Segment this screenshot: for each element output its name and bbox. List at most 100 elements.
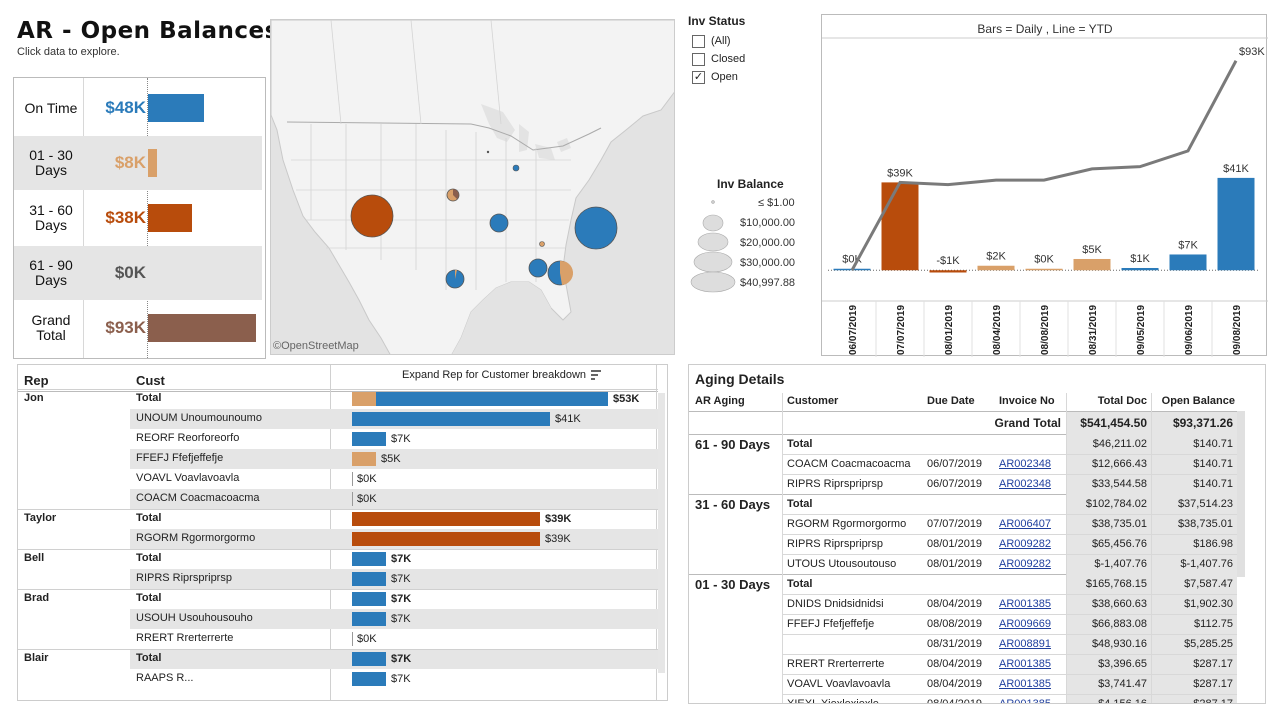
rep-table-row[interactable]: VOAVL Voavlavoavla $0K — [18, 469, 658, 489]
rep-table-row[interactable]: FFEFJ Ffefjeffefje $5K — [18, 449, 658, 469]
daily-ytd-chart[interactable]: Bars = Daily , Line = YTD $0K 06/07/2019 $3… — [821, 14, 1268, 357]
details-row[interactable]: Total $102,784.02 $37,514.23 — [689, 494, 1237, 514]
invoice-link[interactable]: AR008891 — [999, 638, 1051, 650]
rep-table-row[interactable]: Taylor Total $39K — [18, 509, 658, 529]
details-customer[interactable]: RGORM Rgormorgormo — [787, 518, 907, 530]
details-column-header[interactable]: Open Balance — [1161, 395, 1235, 407]
rep-table-row[interactable]: COACM Coacmacoacma $0K — [18, 489, 658, 509]
invoice-link[interactable]: AR001385 — [999, 658, 1051, 670]
customer-name[interactable]: FFEFJ Ffefjeffefje — [136, 452, 224, 464]
details-customer[interactable]: COACM Coacmacoacma — [787, 458, 911, 470]
rep-name[interactable]: Taylor — [24, 512, 57, 524]
rep-scrollbar[interactable] — [658, 393, 665, 673]
details-customer[interactable]: DNIDS Dnidsidnidsi — [787, 598, 884, 610]
details-customer[interactable]: RRERT Rrerterrerte — [787, 658, 885, 670]
customer-name[interactable]: Total — [136, 512, 162, 524]
rep-name[interactable]: Jon — [24, 392, 44, 404]
sort-icon[interactable] — [590, 369, 602, 381]
invoice-link[interactable]: AR009282 — [999, 558, 1051, 570]
inv-status-option[interactable]: (All) — [692, 33, 731, 49]
rep-table-row[interactable]: Bell Total $7K — [18, 549, 658, 569]
rep-balance-bar[interactable] — [352, 612, 386, 626]
invoice-link[interactable]: AR001385 — [999, 678, 1051, 690]
details-customer[interactable]: UTOUS Utousoutouso — [787, 558, 897, 570]
details-customer[interactable]: FFEFJ Ffefjeffefje — [787, 618, 875, 630]
details-row[interactable]: RRERT Rrerterrerte 08/04/2019 AR001385 $3,3… — [689, 654, 1237, 674]
rep-balance-bar[interactable] — [352, 532, 540, 546]
map-bubble[interactable] — [489, 213, 509, 233]
details-row[interactable]: VOAVL Voavlavoavla 08/04/2019 AR001385 $3,7… — [689, 674, 1237, 694]
rep-balance-bar[interactable] — [352, 652, 386, 666]
details-column-header[interactable]: Due Date — [927, 395, 975, 407]
rep-table-row[interactable]: UNOUM Unoumounoumo $41K — [18, 409, 658, 429]
daily-bar[interactable] — [1169, 254, 1207, 271]
rep-table-row[interactable]: Jon Total $53K — [18, 389, 658, 409]
aging-row[interactable]: Grand Total $93K — [14, 301, 262, 355]
rep-table-row[interactable]: RGORM Rgormorgormo $39K — [18, 529, 658, 549]
inv-status-option[interactable]: Closed — [692, 51, 745, 67]
aging-row[interactable]: 01 - 30 Days $8K — [14, 136, 262, 190]
rep-balance-bar[interactable] — [352, 432, 386, 446]
invoice-link[interactable]: AR002348 — [999, 458, 1051, 470]
details-customer[interactable]: Total — [787, 498, 813, 510]
details-row[interactable]: RGORM Rgormorgormo 07/07/2019 AR006407 $38,… — [689, 514, 1237, 534]
aging-row[interactable]: 31 - 60 Days $38K — [14, 191, 262, 245]
daily-bar[interactable] — [1121, 267, 1159, 271]
details-row[interactable]: FFEFJ Ffefjeffefje 08/08/2019 AR009669 $66,… — [689, 614, 1237, 634]
rep-table-row[interactable]: Brad Total $7K — [18, 589, 658, 609]
details-column-header[interactable]: Customer — [787, 395, 839, 407]
aging-group-label[interactable]: 61 - 90 Days — [695, 437, 771, 452]
invoice-link[interactable]: AR001385 — [999, 598, 1051, 610]
aging-group-label[interactable]: 01 - 30 Days — [695, 577, 771, 592]
details-row[interactable]: RIPRS Riprspriprsp 08/01/2019 AR009282 $65,… — [689, 534, 1237, 554]
details-column-header[interactable]: Total Doc — [1097, 395, 1147, 407]
map-bubble-west[interactable] — [350, 194, 394, 238]
customer-name[interactable]: Total — [136, 392, 162, 404]
customer-name[interactable]: Total — [136, 552, 162, 564]
daily-bar[interactable] — [881, 182, 919, 271]
details-scrollbar[interactable] — [1237, 411, 1245, 577]
aging-bar[interactable] — [148, 204, 192, 232]
customer-name[interactable]: REORF Reorforeorfo — [136, 432, 240, 444]
details-row[interactable]: DNIDS Dnidsidnidsi 08/04/2019 AR001385 $38,… — [689, 594, 1237, 614]
customer-name[interactable]: RGORM Rgormorgormo — [136, 532, 256, 544]
details-row[interactable]: RIPRS Riprspriprsp 06/07/2019 AR002348 $33,… — [689, 474, 1237, 494]
customer-name[interactable]: VOAVL Voavlavoavla — [136, 472, 240, 484]
aging-bar[interactable] — [148, 94, 204, 122]
cust-header[interactable]: Cust — [136, 373, 165, 388]
customer-map[interactable]: ©OpenStreetMap — [270, 19, 675, 355]
rep-table-row[interactable]: Blair Total $7K — [18, 649, 658, 669]
aging-bar[interactable] — [148, 149, 157, 177]
details-customer[interactable]: RIPRS Riprspriprsp — [787, 538, 883, 550]
rep-balance-bar[interactable] — [376, 392, 608, 406]
rep-balance-bar[interactable] — [352, 512, 540, 526]
aging-row[interactable]: 61 - 90 Days $0K — [14, 246, 262, 300]
customer-name[interactable]: RRERT Rrerterrerte — [136, 632, 234, 644]
customer-name[interactable]: UNOUM Unoumounoumo — [136, 412, 262, 424]
details-row[interactable]: Total $165,768.15 $7,587.47 — [689, 574, 1237, 594]
checkbox-icon[interactable] — [692, 52, 705, 66]
details-row[interactable]: XIEXL Xiexlexiexle 08/04/2019 AR001385 $4,1… — [689, 694, 1237, 703]
invoice-link[interactable]: AR006407 — [999, 518, 1051, 530]
inv-status-option[interactable]: ✓ Open — [692, 69, 738, 85]
customer-name[interactable]: COACM Coacmacoacma — [136, 492, 260, 504]
rep-balance-bar[interactable] — [352, 592, 386, 606]
details-row[interactable]: UTOUS Utousoutouso 08/01/2019 AR009282 $-1,… — [689, 554, 1237, 574]
rep-balance-bar[interactable] — [352, 392, 376, 406]
aging-bar[interactable] — [148, 314, 256, 342]
rep-balance-bar[interactable] — [352, 452, 376, 466]
daily-bar[interactable] — [1025, 268, 1063, 271]
rep-table-row[interactable]: RAAPS R... $7K — [18, 669, 658, 689]
details-customer[interactable]: RIPRS Riprspriprsp — [787, 478, 883, 490]
details-customer[interactable]: Total — [787, 438, 813, 450]
map-canvas[interactable] — [271, 20, 675, 355]
map-attribution[interactable]: ©OpenStreetMap — [273, 340, 359, 352]
aging-row[interactable]: On Time $48K — [14, 81, 262, 135]
rep-name[interactable]: Brad — [24, 592, 50, 604]
customer-name[interactable]: Total — [136, 652, 162, 664]
rep-name[interactable]: Bell — [24, 552, 45, 564]
details-column-header[interactable]: Invoice No — [999, 395, 1055, 407]
details-customer[interactable]: Total — [787, 578, 813, 590]
rep-balance-bar[interactable] — [352, 672, 386, 686]
rep-header[interactable]: Rep — [24, 373, 49, 388]
